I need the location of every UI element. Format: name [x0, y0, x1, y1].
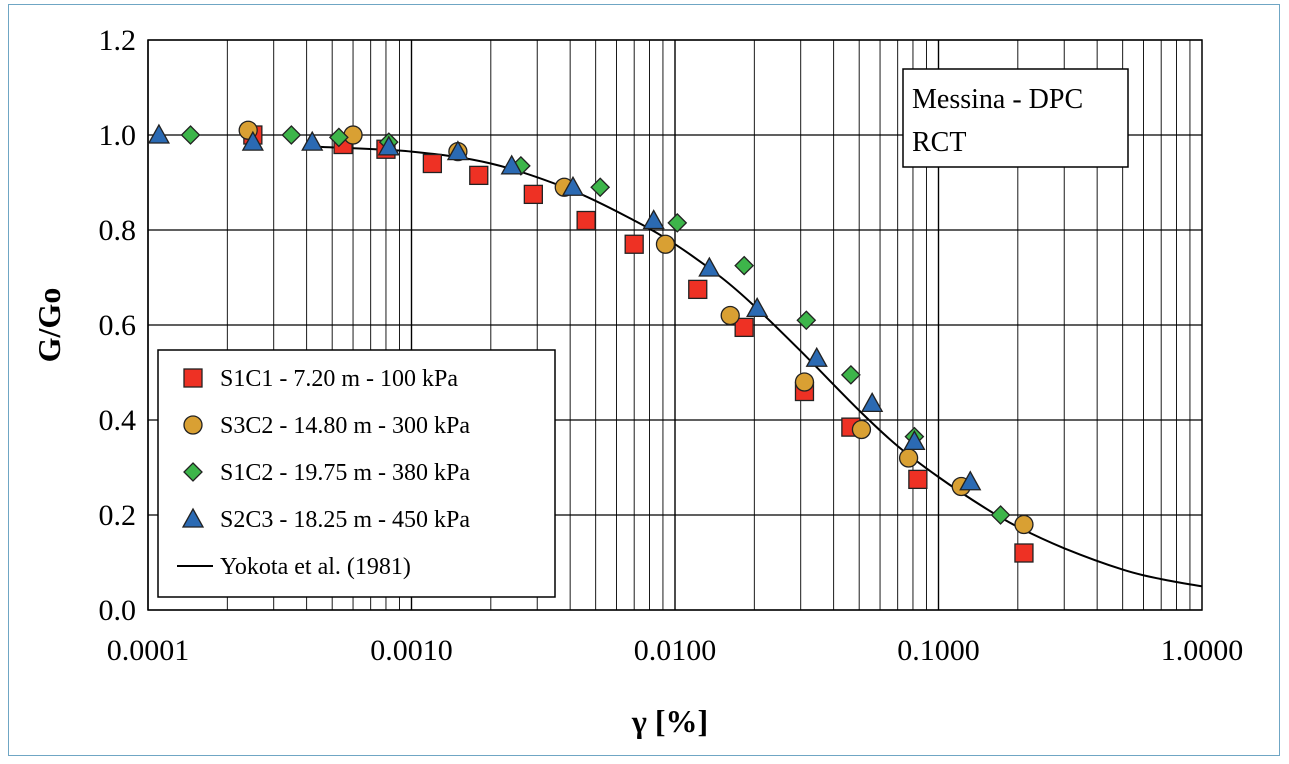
annotation-box-border: [902, 68, 1129, 168]
triangle-data-point: [561, 175, 585, 196]
square-data-point: [422, 153, 443, 174]
triangle-data-point: [500, 154, 523, 175]
circle-data-point: [794, 372, 815, 392]
square-data-point: [624, 234, 644, 254]
triangle-data-point: [903, 430, 926, 451]
diamond-data-point: [180, 125, 201, 145]
y-tick-label: 0.2: [99, 499, 137, 532]
square-data-point: [688, 279, 708, 300]
diamond-data-point: [281, 125, 302, 145]
triangle-data-point: [446, 140, 470, 161]
x-tick-label: 0.0100: [634, 634, 717, 667]
triangle-data-point: [301, 130, 324, 151]
triangle-data-point: [642, 209, 665, 230]
y-tick-label: 0.8: [99, 214, 137, 247]
x-tick-label: 0.0001: [107, 634, 190, 667]
triangle-data-point: [746, 297, 769, 318]
y-tick-label: 1.2: [99, 24, 137, 57]
square-data-point: [734, 317, 754, 338]
square-data-point: [523, 184, 543, 205]
legend-circle-marker: [183, 415, 203, 435]
legend-box: [157, 349, 556, 598]
circle-data-point: [898, 448, 919, 468]
annotation-line-2: RCT: [912, 127, 966, 158]
circle-data-point: [655, 234, 676, 254]
legend: S1C1 - 7.20 m - 100 kPa S3C2 - 14.80 m - …: [157, 349, 556, 598]
diamond-data-point: [667, 212, 688, 233]
x-tick-label: 0.0010: [370, 634, 453, 667]
y-tick-label: 0.6: [99, 309, 137, 342]
legend-label: S1C1 - 7.20 m - 100 kPa: [220, 366, 458, 392]
tick-labels: 0.0 0.2 0.4 0.6 0.8 1.0 1.2 0.0001 0.0010 0.0100 0…: [99, 24, 1244, 667]
diamond-data-point: [796, 310, 817, 331]
annotation-box: Messina - DPC RCT: [902, 68, 1129, 168]
x-tick-label: 1.0000: [1161, 634, 1244, 667]
triangle-data-point: [241, 130, 264, 151]
x-tick-label: 0.1000: [897, 634, 980, 667]
annotation-line-1: Messina - DPC: [912, 84, 1083, 115]
yokota-curve: [320, 145, 1203, 588]
data-markers: [147, 120, 1034, 563]
legend-label: S3C2 - 14.80 m - 300 kPa: [220, 413, 470, 439]
x-axis-title: γ [%]: [631, 703, 708, 739]
diamond-data-point: [840, 364, 861, 385]
circle-data-point: [720, 305, 740, 326]
diamond-data-point: [590, 177, 611, 198]
y-tick-label: 0.4: [99, 404, 137, 437]
triangle-data-point: [147, 123, 171, 144]
circle-data-point: [343, 125, 363, 145]
y-tick-label: 1.0: [99, 119, 137, 152]
triangle-data-point: [805, 346, 828, 367]
legend-square-marker: [183, 368, 203, 388]
triangle-data-point: [377, 135, 400, 156]
square-data-point: [1014, 543, 1034, 563]
circle-data-point: [1014, 514, 1034, 535]
legend-triangle-marker: [181, 507, 205, 528]
plot-area: [147, 39, 1203, 611]
triangle-data-point: [698, 256, 721, 277]
square-data-point: [908, 469, 928, 490]
legend-diamond-marker: [183, 462, 203, 482]
square-data-point: [469, 165, 489, 186]
diamond-data-point: [990, 505, 1011, 525]
square-data-point: [576, 210, 596, 231]
circle-data-point: [851, 419, 872, 440]
triangle-data-point: [959, 470, 982, 491]
legend-label: Yokota et al. (1981): [220, 554, 411, 580]
legend-label: S1C2 - 19.75 m - 380 kPa: [220, 460, 470, 486]
legend-label: S2C3 - 18.25 m - 450 kPa: [220, 507, 470, 533]
y-tick-label: 0.0: [99, 594, 137, 627]
y-axis-title: G/Go: [31, 288, 67, 363]
diamond-data-point: [734, 255, 755, 276]
diamond-data-point: [328, 127, 349, 148]
triangle-data-point: [861, 392, 884, 413]
